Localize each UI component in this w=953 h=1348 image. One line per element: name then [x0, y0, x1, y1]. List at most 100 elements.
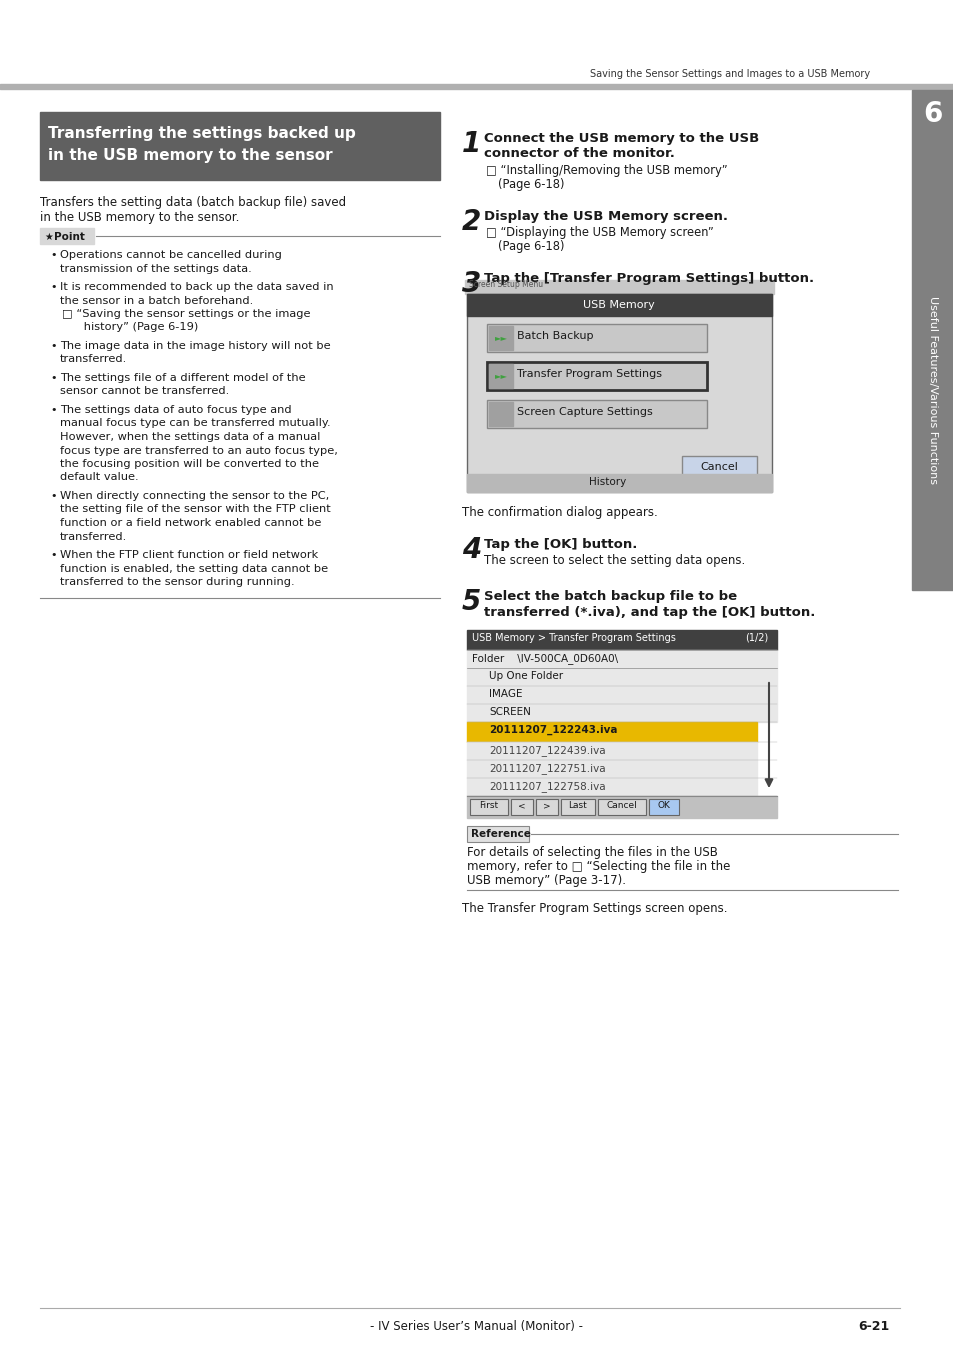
Bar: [467, 630, 776, 650]
Text: Folder    \IV-500CA_0D60A0\: Folder \IV-500CA_0D60A0\: [472, 652, 618, 665]
Text: function or a field network enabled cannot be: function or a field network enabled cann…: [60, 518, 321, 528]
Bar: [598, 799, 645, 816]
Text: Transfers the setting data (batch backup file) saved: Transfers the setting data (batch backup…: [40, 195, 346, 209]
Bar: [560, 799, 595, 816]
Text: Display the USB Memory screen.: Display the USB Memory screen.: [483, 210, 727, 222]
Bar: [911, 90, 953, 590]
Text: Screen Setup Menu: Screen Setup Menu: [469, 280, 542, 288]
Text: the sensor in a batch beforehand.: the sensor in a batch beforehand.: [60, 295, 253, 306]
Text: 20111207_122751.iva: 20111207_122751.iva: [489, 763, 605, 774]
Bar: [470, 799, 507, 816]
Text: transmission of the settings data.: transmission of the settings data.: [60, 263, 252, 274]
Bar: [467, 826, 529, 842]
Text: □ “Saving the sensor settings or the image: □ “Saving the sensor settings or the ima…: [62, 309, 310, 319]
Text: the setting file of the sensor with the FTP client: the setting file of the sensor with the …: [60, 504, 331, 515]
Bar: [467, 760, 757, 778]
Text: 20111207_122439.iva: 20111207_122439.iva: [489, 745, 605, 756]
Text: history” (Page 6-19): history” (Page 6-19): [62, 322, 198, 333]
Text: 6-21: 6-21: [858, 1320, 889, 1333]
Text: ►►: ►►: [494, 333, 507, 342]
Text: transferred.: transferred.: [60, 531, 127, 542]
Text: Tap the [Transfer Program Settings] button.: Tap the [Transfer Program Settings] butt…: [483, 272, 813, 284]
Text: 4: 4: [461, 537, 480, 563]
Bar: [467, 741, 757, 760]
Text: USB memory” (Page 3-17).: USB memory” (Page 3-17).: [467, 874, 625, 887]
Text: 5: 5: [461, 588, 480, 616]
Text: 20111207_122758.iva: 20111207_122758.iva: [489, 780, 605, 791]
Text: <: <: [517, 801, 525, 810]
Text: SCREEN: SCREEN: [489, 706, 530, 717]
Text: - IV Series User’s Manual (Monitor) -: - IV Series User’s Manual (Monitor) -: [370, 1320, 583, 1333]
Text: The settings data of auto focus type and: The settings data of auto focus type and: [60, 404, 292, 415]
Text: The Transfer Program Settings screen opens.: The Transfer Program Settings screen ope…: [461, 902, 727, 915]
Text: However, when the settings data of a manual: However, when the settings data of a man…: [60, 431, 320, 442]
Bar: [467, 704, 776, 723]
Text: Tap the [OK] button.: Tap the [OK] button.: [483, 538, 637, 551]
Text: The confirmation dialog appears.: The confirmation dialog appears.: [461, 506, 657, 519]
Text: connector of the monitor.: connector of the monitor.: [483, 147, 674, 160]
Text: The image data in the image history will not be: The image data in the image history will…: [60, 341, 331, 350]
Text: 6: 6: [923, 100, 942, 128]
Bar: [464, 280, 773, 294]
Bar: [467, 723, 757, 741]
Text: □ “Displaying the USB Memory screen”: □ “Displaying the USB Memory screen”: [485, 226, 713, 239]
Text: focus type are transferred to an auto focus type,: focus type are transferred to an auto fo…: [60, 445, 337, 456]
Text: transferred to the sensor during running.: transferred to the sensor during running…: [60, 577, 294, 586]
Text: 20111207_122243.iva: 20111207_122243.iva: [489, 725, 617, 735]
Text: (Page 6-18): (Page 6-18): [497, 240, 564, 253]
Text: IMAGE: IMAGE: [489, 689, 522, 700]
Text: When the FTP client function or field network: When the FTP client function or field ne…: [60, 550, 318, 559]
Bar: [486, 324, 706, 352]
Bar: [467, 650, 776, 669]
Bar: [467, 669, 776, 686]
Bar: [681, 456, 757, 480]
Text: •: •: [50, 491, 56, 501]
Text: Last: Last: [568, 801, 587, 810]
Text: •: •: [50, 550, 56, 559]
Text: •: •: [50, 341, 56, 350]
Text: □ “Installing/Removing the USB memory”: □ “Installing/Removing the USB memory”: [485, 164, 727, 177]
Text: USB Memory > Transfer Program Settings: USB Memory > Transfer Program Settings: [472, 634, 675, 643]
Text: transferred (*.iva), and tap the [OK] button.: transferred (*.iva), and tap the [OK] bu…: [483, 607, 815, 619]
Text: >: >: [542, 801, 550, 810]
Text: It is recommended to back up the data saved in: It is recommended to back up the data sa…: [60, 282, 334, 293]
Bar: [467, 294, 771, 492]
Text: Transferring the settings backed up: Transferring the settings backed up: [48, 125, 355, 142]
Text: Cancel: Cancel: [700, 462, 738, 472]
Text: Up One Folder: Up One Folder: [489, 671, 562, 681]
Bar: [648, 799, 679, 816]
Bar: [0, 84, 953, 89]
Text: •: •: [50, 249, 56, 260]
Text: Cancel: Cancel: [606, 801, 637, 810]
Text: First: First: [479, 801, 498, 810]
Text: function is enabled, the setting data cannot be: function is enabled, the setting data ca…: [60, 563, 328, 573]
Text: •: •: [50, 404, 56, 415]
Text: Batch Backup: Batch Backup: [517, 332, 593, 341]
Bar: [511, 799, 533, 816]
Bar: [489, 326, 513, 350]
Text: The screen to select the setting data opens.: The screen to select the setting data op…: [483, 554, 744, 568]
Text: Saving the Sensor Settings and Images to a USB Memory: Saving the Sensor Settings and Images to…: [589, 69, 869, 80]
Text: 1: 1: [461, 129, 480, 158]
Bar: [467, 797, 776, 818]
Text: (Page 6-18): (Page 6-18): [497, 178, 564, 191]
Bar: [467, 474, 771, 492]
Text: in the USB memory to the sensor.: in the USB memory to the sensor.: [40, 212, 239, 224]
Text: Screen Capture Settings: Screen Capture Settings: [517, 407, 652, 417]
Text: Reference: Reference: [471, 829, 530, 838]
Text: OK: OK: [657, 801, 670, 810]
Text: ►►: ►►: [494, 372, 507, 380]
Bar: [40, 228, 94, 244]
Text: 3: 3: [461, 270, 480, 298]
Text: (1/2): (1/2): [744, 634, 767, 643]
Text: The settings file of a different model of the: The settings file of a different model o…: [60, 373, 305, 383]
Text: History: History: [588, 477, 625, 487]
Text: Transfer Program Settings: Transfer Program Settings: [517, 369, 661, 379]
Bar: [489, 402, 513, 426]
Text: memory, refer to □ “Selecting the file in the: memory, refer to □ “Selecting the file i…: [467, 860, 730, 874]
Text: When directly connecting the sensor to the PC,: When directly connecting the sensor to t…: [60, 491, 329, 501]
Text: sensor cannot be transferred.: sensor cannot be transferred.: [60, 387, 229, 396]
Text: 2: 2: [461, 208, 480, 236]
Text: USB Memory: USB Memory: [582, 301, 654, 310]
Text: default value.: default value.: [60, 473, 138, 483]
